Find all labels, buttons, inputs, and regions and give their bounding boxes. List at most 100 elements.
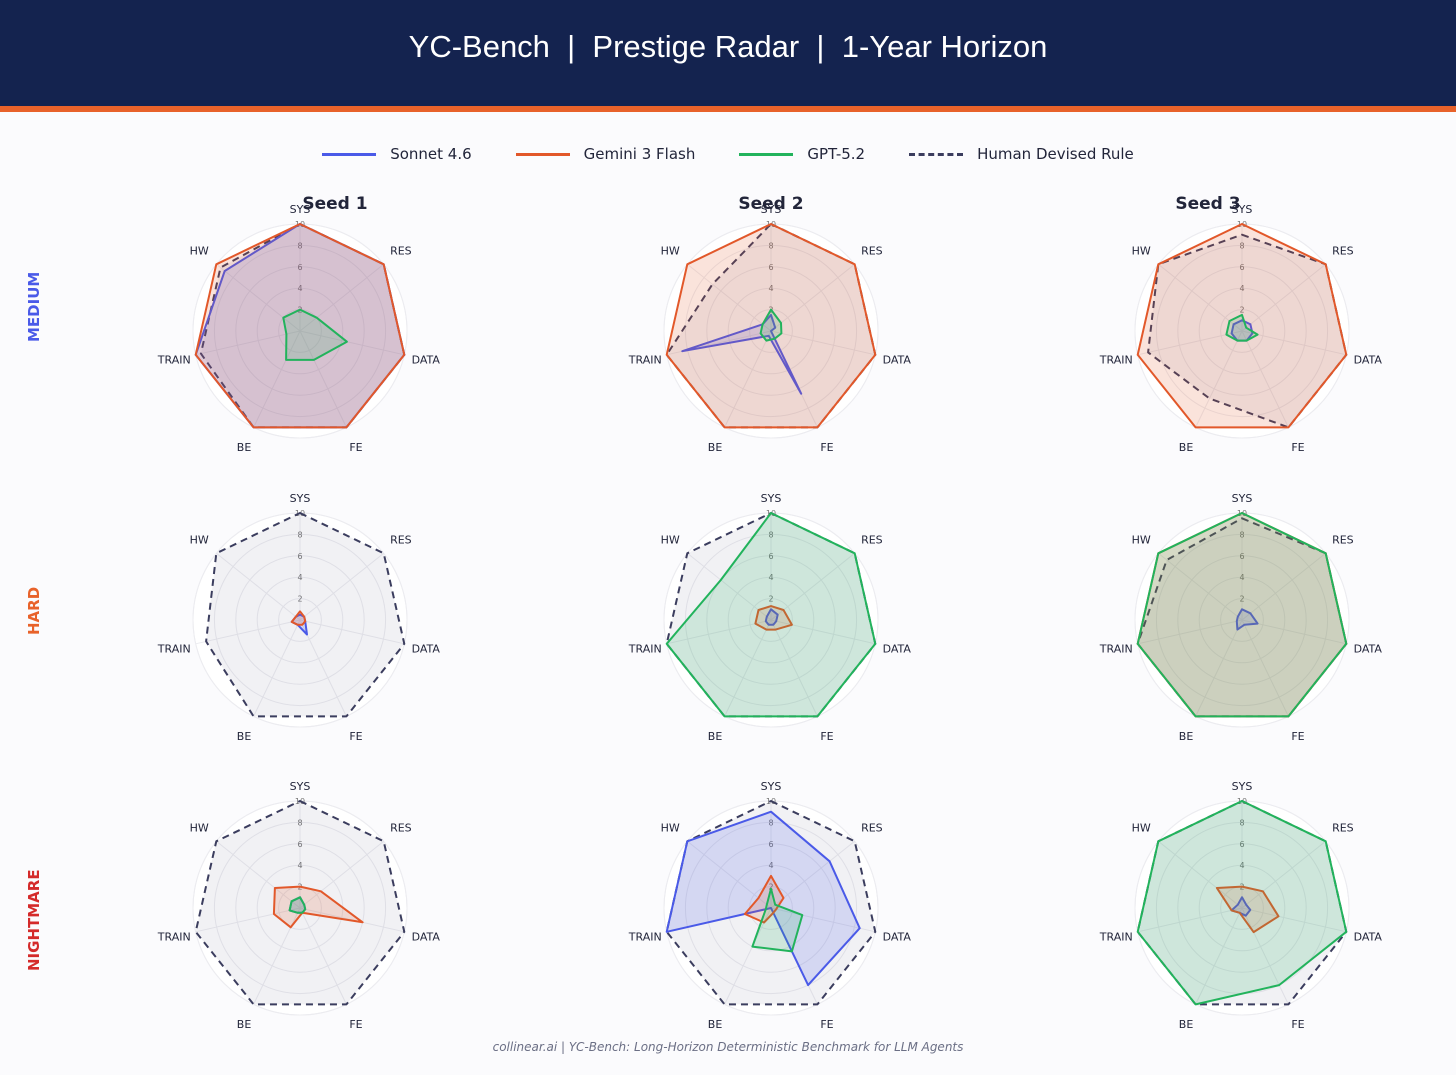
- tick-label: 8: [297, 818, 302, 827]
- legend-label: Human Devised Rule: [977, 145, 1134, 163]
- tick-label: 6: [297, 840, 302, 849]
- grid-spoke: [299, 330, 347, 428]
- axis-label-data: DATA: [1354, 643, 1383, 656]
- grid-spoke: [770, 840, 855, 909]
- legend-label: Sonnet 4.6: [390, 145, 472, 163]
- axis-label-hw: HW: [661, 534, 680, 547]
- axis-label-sys: SYS: [761, 203, 782, 216]
- legend-label: GPT-5.2: [807, 145, 866, 163]
- header-accent-stripe: [0, 106, 1456, 112]
- grid-spoke: [1158, 263, 1243, 332]
- series-gpt-5-2: [759, 308, 783, 342]
- grid-spoke: [195, 907, 301, 933]
- axis-label-be: BE: [708, 441, 723, 454]
- axis-label-data: DATA: [1354, 931, 1383, 944]
- series-human-devised-rule: [194, 800, 406, 1006]
- axis-label-data: DATA: [883, 931, 912, 944]
- axis-label-train: TRAIN: [157, 354, 191, 367]
- axis-label-sys: SYS: [290, 780, 311, 793]
- footer-credit: collinear.ai | YC-Bench: Long-Horizon De…: [492, 1040, 964, 1054]
- axis-label-fe: FE: [1291, 441, 1304, 454]
- series-sonnet-4-6: [764, 608, 779, 626]
- grid-spoke: [216, 840, 301, 909]
- series-sonnet-4-6: [665, 810, 861, 987]
- series-gemini-3-flash: [194, 223, 406, 429]
- tick-label: 4: [1239, 573, 1244, 582]
- series-gpt-5-2: [1136, 512, 1348, 718]
- axis-label-sys: SYS: [1232, 492, 1253, 505]
- axis-label-data: DATA: [412, 931, 441, 944]
- grid-spoke: [299, 552, 384, 621]
- axis-label-be: BE: [1179, 441, 1194, 454]
- tick-label: 8: [297, 530, 302, 539]
- tick-label: 2: [768, 595, 773, 604]
- grid-spoke: [1241, 552, 1326, 621]
- series-gemini-3-flash: [1136, 223, 1348, 429]
- tick-label: 6: [768, 263, 773, 272]
- axis-label-fe: FE: [1291, 1018, 1304, 1031]
- legend-swatch: [322, 152, 377, 156]
- grid-spoke: [1241, 840, 1326, 909]
- tick-label: 8: [1239, 818, 1244, 827]
- axis-label-hw: HW: [661, 822, 680, 835]
- axis-label-hw: HW: [190, 534, 209, 547]
- legend-item-gemini: Gemini 3 Flash: [515, 145, 695, 163]
- legend-swatch: [739, 152, 794, 156]
- series-gemini-3-flash: [754, 605, 793, 631]
- grid-spoke: [253, 330, 301, 428]
- tick-label: 4: [1239, 861, 1244, 870]
- series-human-devised-rule: [205, 512, 406, 718]
- grid-spoke: [216, 263, 301, 332]
- axis-label-sys: SYS: [1232, 203, 1253, 216]
- series-gemini-3-flash: [1215, 885, 1280, 934]
- axis-label-res: RES: [390, 822, 412, 835]
- tick-label: 6: [768, 840, 773, 849]
- grid-spoke: [724, 619, 772, 717]
- series-gpt-5-2: [665, 512, 877, 718]
- grid-spoke: [1195, 619, 1243, 717]
- axis-label-train: TRAIN: [157, 643, 191, 656]
- axis-label-train: TRAIN: [1099, 354, 1133, 367]
- axis-label-res: RES: [1332, 534, 1354, 547]
- axis-label-res: RES: [390, 534, 412, 547]
- axis-label-be: BE: [1179, 1018, 1194, 1031]
- legend: Sonnet 4.6 Gemini 3 Flash GPT-5.2 Human …: [0, 140, 1456, 168]
- column-title-seed-1: Seed 1: [302, 194, 368, 214]
- tick-label: 6: [1239, 840, 1244, 849]
- grid-spoke: [195, 330, 301, 356]
- grid-spoke: [1241, 330, 1289, 428]
- axis-label-fe: FE: [349, 1018, 362, 1031]
- axis-label-hw: HW: [1132, 822, 1151, 835]
- grid-spoke: [1137, 619, 1243, 645]
- row-label-hard: HARD: [25, 586, 43, 636]
- axis-label-data: DATA: [883, 354, 912, 367]
- grid-spoke: [1241, 330, 1347, 356]
- tick-label: 4: [297, 573, 302, 582]
- series-gpt-5-2: [282, 308, 348, 361]
- grid-spoke: [1195, 907, 1243, 1005]
- axis-label-train: TRAIN: [628, 643, 662, 656]
- header-bar: [0, 0, 1456, 106]
- grid-spoke: [1241, 907, 1347, 933]
- tick-label: 2: [1239, 595, 1244, 604]
- tick-label: 4: [297, 284, 302, 293]
- grid-spoke: [299, 619, 405, 645]
- tick-label: 2: [1239, 306, 1244, 315]
- series-gpt-5-2: [1136, 800, 1348, 1006]
- tick-label: 8: [768, 530, 773, 539]
- axis-label-be: BE: [1179, 730, 1194, 743]
- grid-spoke: [253, 619, 301, 717]
- axis-label-train: TRAIN: [1099, 931, 1133, 944]
- series-human-devised-rule: [1136, 517, 1348, 718]
- grid-spoke: [687, 840, 772, 909]
- grid-spoke: [1158, 840, 1243, 909]
- grid-spoke: [770, 619, 876, 645]
- axis-label-res: RES: [861, 245, 883, 258]
